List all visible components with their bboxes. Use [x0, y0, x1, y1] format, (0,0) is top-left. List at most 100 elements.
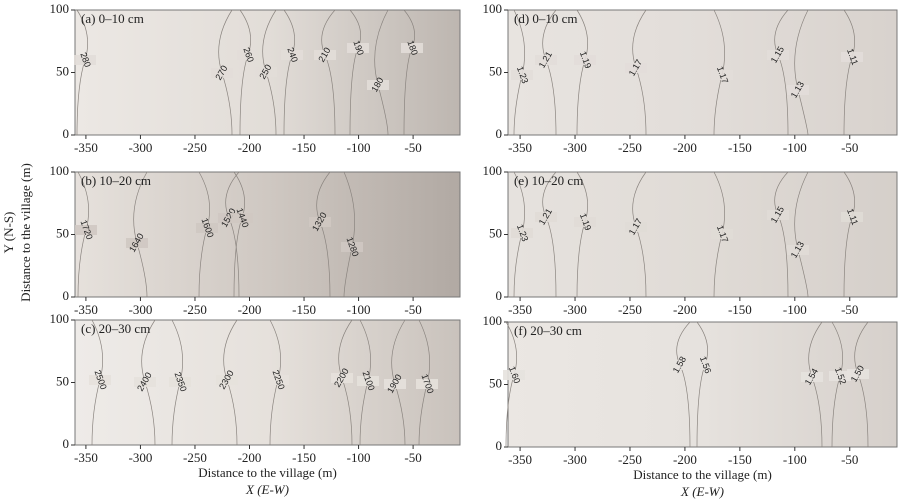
x-tick-label: -200	[673, 452, 697, 467]
contour-label-bg	[384, 379, 406, 389]
contour-label-bg	[787, 85, 809, 95]
contour-label-bg	[767, 50, 789, 60]
x-tick-label: -50	[404, 302, 421, 317]
contour-label-bg	[711, 70, 733, 80]
y-tick-label: 0	[63, 436, 70, 451]
contour-label-bg	[231, 213, 253, 223]
x-tick-label: -100	[783, 452, 807, 467]
y-tick-label: 50	[489, 375, 502, 390]
y-tick-label: 100	[483, 1, 503, 16]
y-tick-label: 0	[496, 126, 503, 141]
plot-background	[74, 171, 461, 298]
panel-title: (d) 0–10 cm	[514, 11, 578, 26]
contour-label-bg	[126, 238, 148, 248]
x-tick-label: -250	[618, 302, 642, 317]
x-tick-label: -150	[292, 450, 316, 465]
x-axis-sublabel: X (E-W)	[245, 482, 289, 497]
x-tick-label: -300	[129, 450, 153, 465]
contour-label-bg	[169, 377, 191, 387]
x-tick-label: -100	[347, 302, 371, 317]
x-tick-label: -350	[74, 302, 98, 317]
y-axis-label: Distance to the village (m)	[18, 163, 33, 302]
x-tick-label: -50	[404, 450, 421, 465]
contour-label-bg	[574, 217, 596, 227]
x-tick-label: -150	[292, 302, 316, 317]
y-tick-label: 100	[483, 313, 503, 328]
contour-label-bg	[216, 375, 238, 385]
contour-label-bg	[841, 212, 863, 222]
panel-title: (f) 20–30 cm	[514, 323, 582, 338]
contour-label-bg	[511, 228, 533, 238]
x-tick-label: -250	[618, 140, 642, 155]
panel-title: (c) 20–30 cm	[81, 321, 150, 336]
x-tick-label: -100	[783, 302, 807, 317]
y-tick-label: 0	[496, 288, 503, 303]
x-tick-label: -50	[841, 452, 858, 467]
contour-label-bg	[669, 360, 691, 370]
panel-title: (b) 10–20 cm	[81, 173, 151, 188]
x-tick-label: -250	[183, 302, 207, 317]
y-tick-label: 50	[56, 373, 69, 388]
contour-label-bg	[511, 70, 533, 80]
contour-label-bg	[711, 229, 733, 239]
contour-label-bg	[74, 55, 96, 65]
x-axis-label: Distance to the village (m)	[633, 467, 772, 482]
contour-label-bg	[357, 376, 379, 386]
plot-background	[507, 171, 898, 298]
contour-label: 280	[78, 51, 93, 69]
x-tick-label: -300	[129, 140, 153, 155]
y-tick-label: 100	[50, 311, 70, 326]
panel-title: (e) 10–20 cm	[514, 173, 583, 188]
x-tick-label: -150	[728, 452, 752, 467]
x-tick-label: -350	[508, 452, 532, 467]
contour-label-bg	[367, 80, 389, 90]
contour-label-bg	[535, 55, 557, 65]
contour-label-bg	[267, 375, 289, 385]
x-tick-label: -200	[238, 450, 262, 465]
y-tick-label: 50	[56, 225, 69, 240]
contour-label-bg	[416, 379, 438, 389]
y-tick-label: 100	[483, 163, 503, 178]
x-tick-label: -200	[673, 140, 697, 155]
x-tick-label: -200	[238, 140, 262, 155]
x-tick-label: -350	[508, 140, 532, 155]
x-tick-label: -300	[563, 302, 587, 317]
x-tick-label: -150	[728, 302, 752, 317]
contour-label-bg	[89, 375, 111, 385]
contour-label: 240	[285, 46, 300, 64]
y-tick-label: 0	[63, 288, 70, 303]
contour-label-bg	[801, 372, 823, 382]
contour-label-bg	[255, 67, 277, 77]
contour-label-bg	[625, 63, 647, 73]
contour-label-bg	[829, 371, 851, 381]
x-tick-label: -250	[618, 452, 642, 467]
y-tick-label: 50	[489, 225, 502, 240]
contour-label-bg	[694, 360, 716, 370]
contour-label-bg	[134, 377, 156, 387]
x-tick-label: -200	[238, 302, 262, 317]
y-tick-label: 100	[50, 1, 70, 16]
contour-label-bg	[787, 245, 809, 255]
x-tick-label: -50	[404, 140, 421, 155]
contour-label: 190	[351, 39, 366, 57]
y-tick-label: 0	[63, 126, 70, 141]
y-axis-sublabel: Y (N-S)	[1, 212, 16, 254]
contour-label-bg	[847, 369, 869, 379]
x-tick-label: -350	[74, 140, 98, 155]
x-tick-label: -150	[292, 140, 316, 155]
contour-label-bg	[401, 43, 423, 53]
contour-label-bg	[841, 52, 863, 62]
x-tick-label: -350	[508, 302, 532, 317]
y-tick-label: 50	[56, 63, 69, 78]
contour-label-bg	[503, 370, 525, 380]
contour-label-bg	[75, 225, 97, 235]
x-tick-label: -150	[728, 140, 752, 155]
contour-label: 180	[405, 39, 420, 57]
x-tick-label: -50	[841, 302, 858, 317]
contour-label-bg	[331, 373, 353, 383]
panel-title: (a) 0–10 cm	[81, 11, 144, 26]
x-tick-label: -100	[347, 140, 371, 155]
contour-label-bg	[347, 43, 369, 53]
contour-label-bg	[767, 210, 789, 220]
x-tick-label: -100	[783, 140, 807, 155]
